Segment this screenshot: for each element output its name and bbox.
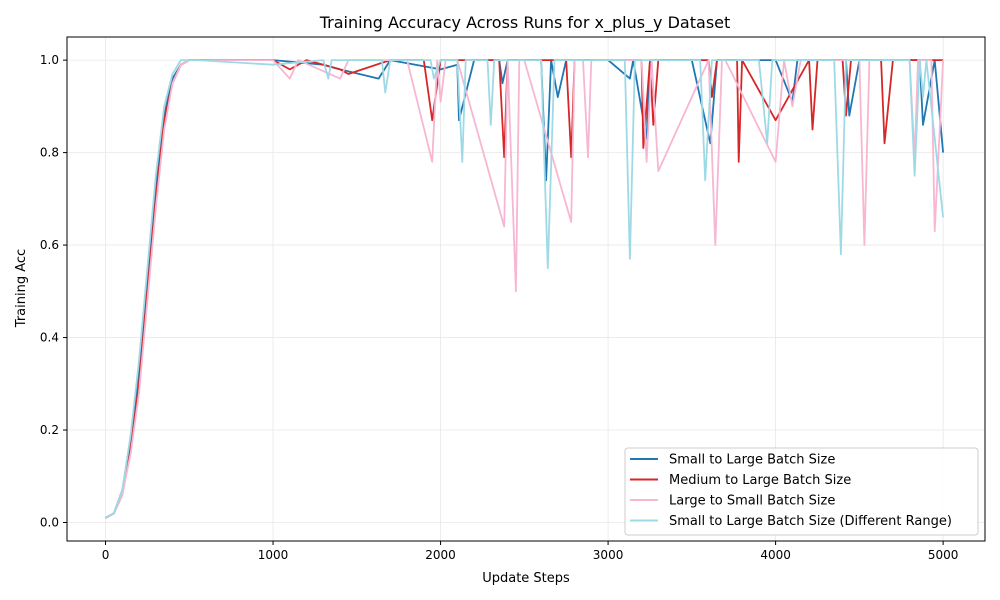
y-axis-label: Training Acc [14, 249, 29, 328]
y-tick-label: 1.0 [40, 53, 59, 67]
chart-title: Training Accuracy Across Runs for x_plus… [319, 13, 731, 33]
x-tick-label: 2000 [425, 548, 456, 562]
x-tick-label: 1000 [258, 548, 289, 562]
y-tick-label: 0.8 [40, 146, 59, 160]
plot-frame [66, 36, 986, 542]
plot-lines [105, 59, 944, 519]
x-axis-label: Update Steps [482, 571, 570, 586]
series-line-4 [105, 59, 944, 519]
legend: Small to Large Batch Size Medium to Large… [624, 447, 979, 536]
legend-label: Small to Large Batch Size [669, 453, 835, 468]
legend-box [624, 447, 979, 536]
x-axis: 0 1000 2000 3000 4000 5000 [102, 541, 959, 562]
y-tick-label: 0.2 [40, 423, 59, 437]
x-tick-label: 0 [102, 548, 110, 562]
y-axis: 0.0 0.2 0.4 0.6 0.8 1.0 [40, 53, 67, 530]
x-tick-label: 5000 [928, 548, 959, 562]
legend-label: Medium to Large Batch Size [669, 473, 851, 488]
x-tick-label: 4000 [760, 548, 791, 562]
x-tick-label: 3000 [593, 548, 624, 562]
y-tick-label: 0.6 [40, 238, 59, 252]
legend-label: Small to Large Batch Size (Different Ran… [669, 514, 952, 529]
legend-label: Large to Small Batch Size [669, 494, 835, 509]
y-tick-label: 0.4 [40, 331, 59, 345]
y-tick-label: 0.0 [40, 516, 59, 530]
